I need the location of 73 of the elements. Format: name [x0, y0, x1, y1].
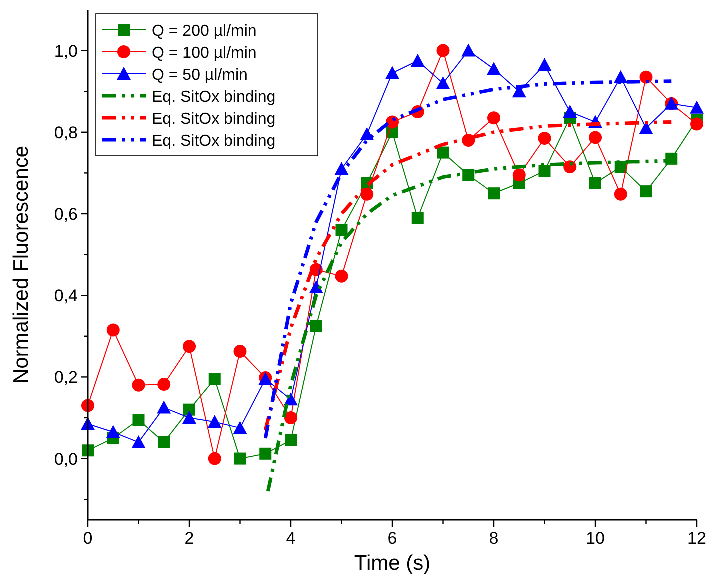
x-tick-label: 8: [489, 529, 499, 548]
point: [538, 132, 552, 146]
point: [309, 280, 324, 294]
point: [310, 320, 322, 332]
x-tick-label: 10: [586, 529, 605, 548]
point: [335, 270, 348, 283]
point: [158, 378, 171, 392]
point: [208, 452, 222, 466]
point: [512, 168, 526, 182]
point: [538, 58, 552, 72]
point: [336, 224, 348, 236]
point: [183, 340, 196, 354]
point: [589, 131, 602, 144]
point: [260, 448, 272, 460]
point: [184, 404, 196, 416]
point: [106, 425, 120, 438]
point: [462, 44, 476, 57]
point: [132, 414, 145, 426]
point: [412, 212, 424, 224]
point: [233, 421, 248, 434]
legend-label: Q = 100 µl/min: [152, 45, 257, 62]
y-tick-label: 0,0: [54, 450, 78, 469]
point: [462, 169, 475, 182]
point: [132, 378, 146, 392]
point: [690, 100, 704, 114]
y-tick-label: 0,4: [54, 286, 78, 306]
point: [436, 44, 450, 58]
point: [284, 412, 298, 424]
x-axis-title: Time (s): [354, 552, 431, 575]
y-tick-label: 1,0: [54, 42, 78, 61]
point: [590, 177, 602, 190]
legend-label: Eq. SitOx binding: [152, 89, 276, 106]
point: [614, 188, 628, 201]
point: [106, 324, 120, 337]
point: [360, 188, 374, 201]
point: [386, 66, 400, 80]
legend-label: Q = 200 µl/min: [152, 23, 257, 40]
point: [614, 70, 628, 84]
point: [488, 188, 500, 200]
x-tick-label: 12: [688, 529, 706, 548]
point: [410, 54, 425, 67]
point: [158, 436, 170, 448]
x-tick-label: 2: [184, 529, 194, 548]
point: [640, 186, 652, 198]
point: [639, 121, 654, 134]
point: [563, 105, 578, 118]
legend-label: Q = 50 µl/min: [152, 67, 248, 84]
point: [690, 118, 704, 131]
point: [132, 435, 146, 448]
point: [208, 373, 221, 386]
point: [437, 146, 450, 159]
point: [208, 415, 222, 428]
point: [234, 344, 247, 358]
point: [436, 76, 450, 90]
point: [538, 165, 551, 178]
point: [487, 62, 501, 76]
point: [285, 434, 297, 446]
legend-label: Eq. SitOx binding: [152, 111, 276, 128]
point: [564, 160, 577, 174]
legend-label: Eq. SitOx binding: [152, 133, 276, 150]
y-tick-label: 0,2: [54, 368, 78, 388]
point: [640, 70, 653, 84]
y-axis-title: Normalized Fluorescence: [10, 146, 33, 384]
x-tick-label: 0: [83, 529, 93, 548]
y-tick-label: 0,6: [54, 205, 78, 224]
x-tick-label: 6: [388, 529, 398, 548]
point: [234, 452, 246, 465]
point: [182, 411, 196, 424]
point: [157, 400, 172, 414]
point: [360, 127, 374, 140]
point: [488, 112, 500, 125]
y-tick-label: 0,8: [54, 123, 78, 142]
x-tick-label: 4: [286, 529, 296, 548]
